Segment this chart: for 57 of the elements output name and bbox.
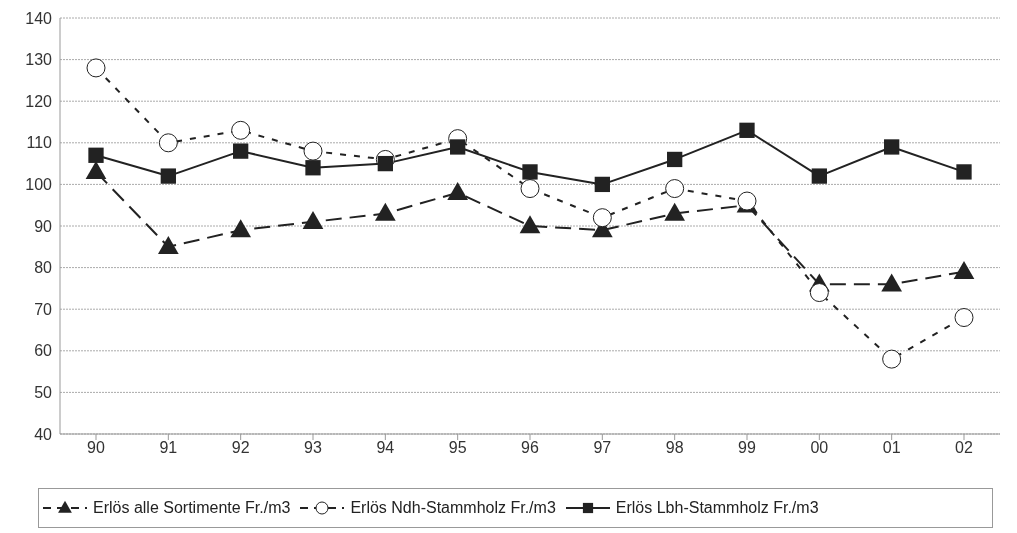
point [302,211,324,230]
y-tick-label: 90 [34,217,53,235]
point [956,164,972,180]
point [884,139,900,155]
x-tick-label: 92 [231,439,250,457]
x-tick-label: 02 [955,439,973,457]
x-tick-label: 96 [521,439,539,457]
x-tick-label: 90 [87,439,105,457]
point [665,179,685,199]
point [157,236,179,254]
point [160,168,176,184]
y-tick-label: 100 [25,176,53,194]
x-tick-label: 91 [159,439,178,457]
legend-label: Erlös Ndh-Stammholz Fr./m3 [350,499,556,517]
x-tick-label: 00 [810,439,829,457]
x-tick-label: 98 [665,439,684,457]
point [88,147,104,163]
point [520,179,540,199]
legend-label: Erlös alle Sortimente Fr./m3 [93,499,291,517]
point [85,161,107,180]
point [664,202,686,221]
y-tick-label: 80 [34,259,53,277]
point [739,122,755,138]
point [230,219,252,238]
y-tick-label: 70 [34,300,53,318]
point [519,215,541,234]
x-tick-label: 93 [304,439,322,457]
y-tick-label: 130 [25,51,53,69]
point [450,139,466,155]
y-tick-label: 40 [34,425,53,443]
y-tick-label: 120 [25,92,53,110]
point [447,181,469,200]
x-tick-label: 97 [593,439,612,457]
point [158,133,178,153]
point [303,141,323,161]
point [374,202,396,221]
x-tick-label: 99 [738,439,756,457]
point [811,168,827,184]
y-tick-label: 110 [26,134,53,152]
point [667,151,683,168]
point [953,260,975,279]
y-tick-label: 60 [34,342,53,360]
point [305,160,321,176]
point [592,208,612,228]
x-tick-label: 94 [376,439,395,457]
point [231,120,251,140]
point [522,164,538,180]
y-tick-label: 140 [25,9,53,27]
legend-label: Erlös Lbh-Stammholz Fr./m3 [615,499,819,517]
point [881,273,903,292]
point [594,176,610,193]
point [233,143,249,159]
x-tick-label: 01 [882,439,901,457]
y-tick-label: 50 [34,384,53,402]
x-tick-label: 95 [448,439,467,457]
point [86,58,106,78]
point [377,155,393,172]
